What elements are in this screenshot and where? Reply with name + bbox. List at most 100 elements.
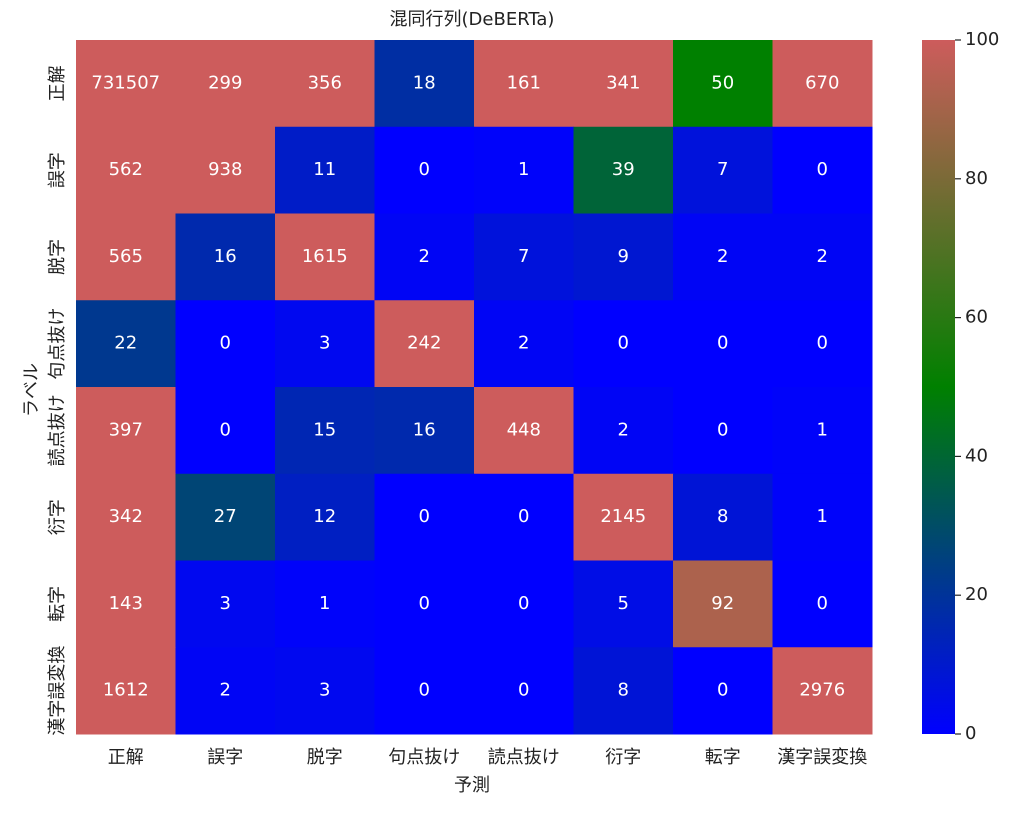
cell	[374, 473, 475, 561]
cell-label: 143	[109, 593, 143, 614]
cell	[474, 40, 574, 128]
cell-label: 0	[817, 333, 828, 354]
cell-label: 242	[407, 333, 441, 354]
cell	[175, 40, 276, 128]
cell-label: 731507	[91, 72, 160, 93]
cell-label: 0	[220, 419, 231, 440]
cell-label: 0	[618, 333, 629, 354]
cell-label: 2	[518, 333, 529, 354]
cell-label: 0	[419, 680, 430, 701]
colorbar-tick-label: 80	[965, 168, 988, 189]
cell	[573, 126, 674, 214]
cell-label: 2	[220, 680, 231, 701]
cell	[76, 387, 176, 475]
cell	[374, 560, 475, 648]
cell-label: 12	[313, 506, 336, 527]
cell	[673, 300, 773, 388]
cell-label: 0	[717, 680, 728, 701]
cell-label: 50	[711, 72, 734, 93]
cell-label: 39	[612, 159, 635, 180]
cell-label: 0	[817, 593, 828, 614]
cell	[374, 213, 475, 301]
cell	[772, 647, 873, 735]
x-tick-label: 誤字	[207, 747, 243, 768]
x-tick-label: 漢字誤変換	[777, 747, 867, 768]
y-axis-label: ラベル	[21, 363, 42, 417]
cell-label: 342	[109, 506, 143, 527]
cell-label: 0	[518, 680, 529, 701]
cell-label: 1612	[103, 680, 149, 701]
cell-label: 16	[214, 246, 237, 267]
cell	[673, 213, 773, 301]
cell-label: 27	[214, 506, 237, 527]
cell	[275, 473, 375, 561]
y-tick-label: 衍字	[47, 499, 68, 535]
cell	[474, 213, 574, 301]
cell	[573, 473, 674, 561]
cell-label: 22	[114, 333, 137, 354]
colorbar	[922, 40, 955, 734]
cell	[374, 126, 475, 214]
cell	[374, 387, 475, 475]
cell-label: 3	[319, 333, 330, 354]
cell-label: 0	[518, 593, 529, 614]
cell-label: 397	[109, 419, 143, 440]
colorbar-tick-label: 0	[965, 723, 976, 744]
cell-label: 161	[507, 72, 541, 93]
cell	[76, 560, 176, 648]
cell	[772, 473, 873, 561]
cell-label: 938	[208, 159, 242, 180]
cell-label: 1	[319, 593, 330, 614]
cell	[673, 647, 773, 735]
y-tick-label: 漢字誤変換	[47, 646, 68, 736]
cell	[673, 126, 773, 214]
cell-label: 0	[717, 333, 728, 354]
y-tick-label: 脱字	[47, 239, 68, 275]
cell-label: 0	[518, 506, 529, 527]
cell-label: 9	[618, 246, 629, 267]
chart-title: 混同行列(DeBERTa)	[390, 9, 555, 30]
cell	[573, 213, 674, 301]
cell	[772, 40, 873, 128]
cell	[175, 560, 276, 648]
cell	[76, 647, 176, 735]
cell-label: 2	[717, 246, 728, 267]
cell	[772, 126, 873, 214]
cell	[275, 40, 375, 128]
cell-label: 3	[220, 593, 231, 614]
cell	[175, 213, 276, 301]
cell-label: 0	[717, 419, 728, 440]
cell	[673, 387, 773, 475]
cell	[673, 560, 773, 648]
cell	[573, 560, 674, 648]
cell-label: 1	[817, 506, 828, 527]
y-tick-label: 正解	[47, 65, 68, 101]
cell	[76, 126, 176, 214]
cell-label: 0	[817, 159, 828, 180]
cell	[76, 40, 176, 128]
cell	[474, 300, 574, 388]
cell-label: 2	[419, 246, 430, 267]
cell-label: 92	[711, 593, 734, 614]
cell-label: 3	[319, 680, 330, 701]
colorbar-tick-label: 60	[965, 307, 988, 328]
cell-label: 2976	[799, 680, 845, 701]
y-tick-label: 読点抜け	[47, 394, 68, 466]
cell	[474, 473, 574, 561]
cell-label: 0	[419, 506, 430, 527]
cell-label: 670	[805, 72, 839, 93]
cell-label: 2	[817, 246, 828, 267]
cell	[76, 473, 176, 561]
cell-label: 356	[308, 72, 342, 93]
cell	[175, 300, 276, 388]
cell	[76, 300, 176, 388]
colorbar-tick-label: 100	[965, 29, 999, 50]
cell	[275, 126, 375, 214]
cell-label: 299	[208, 72, 242, 93]
cell	[673, 40, 773, 128]
cell	[374, 647, 475, 735]
cell	[573, 387, 674, 475]
cell	[772, 387, 873, 475]
cell	[175, 647, 276, 735]
